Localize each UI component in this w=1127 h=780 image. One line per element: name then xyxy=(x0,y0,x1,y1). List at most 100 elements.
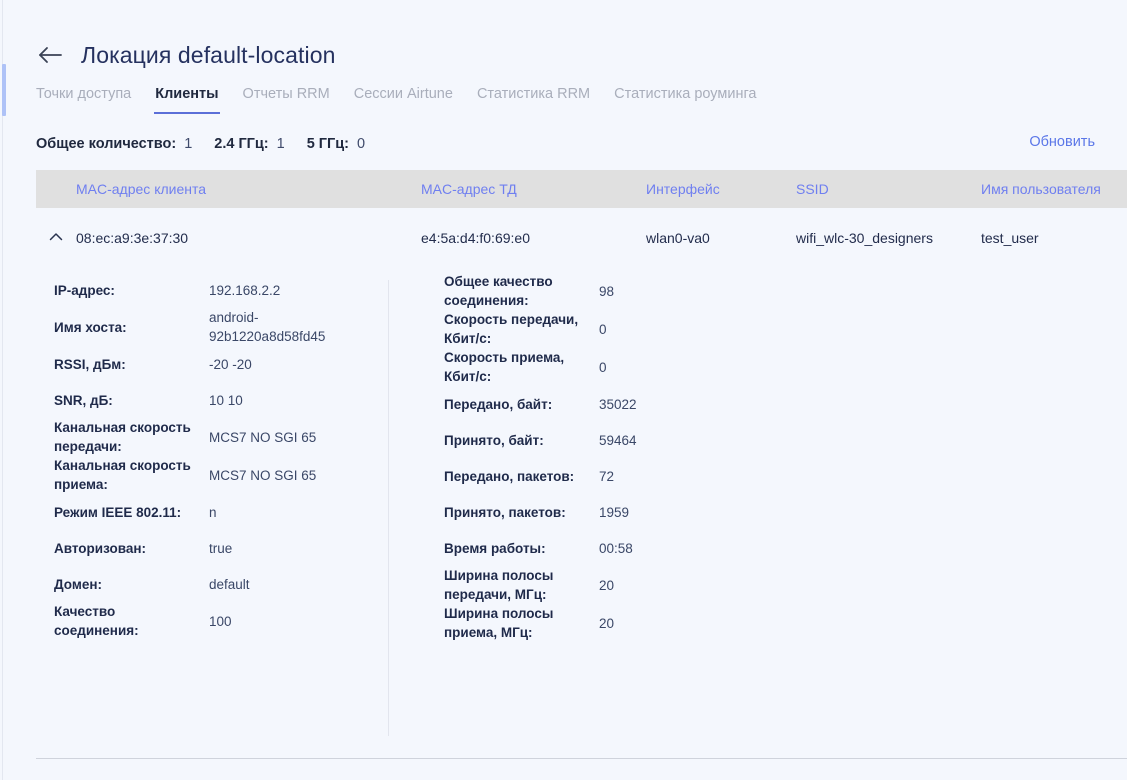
detail-value: n xyxy=(209,504,217,520)
detail-column-left: IP-адрес: 192.168.2.2 Имя хоста: android… xyxy=(54,272,384,640)
detail-row-authorized: Авторизован: true xyxy=(54,530,384,566)
detail-value: MCS7 NO SGI 65 xyxy=(209,467,317,483)
detail-value: MCS7 NO SGI 65 xyxy=(209,429,317,445)
cell-ap-mac: e4:5a:d4:f0:69:e0 xyxy=(421,230,530,246)
detail-value: 59464 xyxy=(599,432,637,448)
left-nav-accent-bar xyxy=(2,64,6,116)
table-row[interactable]: 08:ec:a9:3e:37:30 e4:5a:d4:f0:69:e0 wlan… xyxy=(36,208,1127,268)
detail-value: 0 xyxy=(599,359,607,375)
tab-airtune-sessions[interactable]: Сессии Airtune xyxy=(353,86,453,102)
detail-value: 192.168.2.2 xyxy=(209,282,281,298)
detail-label: Канальная скорость передачи: xyxy=(54,420,191,454)
cell-ssid: wifi_wlc-30_designers xyxy=(796,230,933,246)
detail-value: 98 xyxy=(599,283,615,299)
count-24ghz-label: 2.4 ГГц: xyxy=(214,136,269,152)
clients-table: MAC-адрес клиента MAC-адрес ТД Интерфейс… xyxy=(36,170,1127,268)
column-header-ssid[interactable]: SSID xyxy=(796,181,829,197)
detail-value: 10 10 xyxy=(209,392,243,408)
count-5ghz-value: 0 xyxy=(357,136,366,152)
detail-value: 1959 xyxy=(599,504,630,520)
detail-value: 0 xyxy=(599,321,607,337)
detail-row-connection-quality: Качество соединения: 100 xyxy=(54,602,384,640)
cell-interface: wlan0-va0 xyxy=(646,230,710,246)
cell-username: test_user xyxy=(981,230,1039,246)
detail-label: Авторизован: xyxy=(54,540,146,556)
detail-row-rssi: RSSI, дБм: -20 -20 xyxy=(54,346,384,382)
detail-value: 20 xyxy=(599,577,615,593)
back-button[interactable] xyxy=(30,35,70,75)
detail-label: SNR, дБ: xyxy=(54,392,113,408)
client-detail-panel: IP-адрес: 192.168.2.2 Имя хоста: android… xyxy=(36,272,1127,742)
detail-label: Имя хоста: xyxy=(54,319,127,335)
detail-column-divider xyxy=(388,280,389,736)
detail-label: Ширина полосы передачи, МГц: xyxy=(444,568,554,602)
detail-label: Передано, байт: xyxy=(444,396,553,412)
tab-rrm-reports[interactable]: Отчеты RRM xyxy=(242,86,330,102)
detail-label: IP-адрес: xyxy=(54,282,115,298)
detail-label: Режим IEEE 802.11: xyxy=(54,504,182,520)
refresh-button[interactable]: Обновить xyxy=(1029,134,1095,150)
detail-label: Общее качество соединения: xyxy=(444,274,553,308)
detail-value: 100 xyxy=(209,613,232,629)
column-header-username[interactable]: Имя пользователя xyxy=(981,181,1101,197)
cell-client-mac: 08:ec:a9:3e:37:30 xyxy=(76,230,189,246)
detail-value: true xyxy=(209,540,233,556)
expand-row-toggle[interactable] xyxy=(36,229,76,247)
column-header-client-mac[interactable]: MAC-адрес клиента xyxy=(76,181,207,197)
detail-label: RSSI, дБм: xyxy=(54,356,126,372)
detail-row-tx-speed: Скорость передачи, Кбит/с: 0 xyxy=(444,310,774,348)
detail-label: Канальная скорость приема: xyxy=(54,458,191,492)
detail-row-overall-quality: Общее качество соединения: 98 xyxy=(444,272,774,310)
count-5ghz-label: 5 ГГц: xyxy=(306,136,349,152)
detail-row-tx-bytes: Передано, байт: 35022 xyxy=(444,386,774,422)
detail-value: default xyxy=(209,576,250,592)
detail-value: 35022 xyxy=(599,396,637,412)
detail-value: 20 xyxy=(599,615,615,631)
client-counts: Общее количество: 1 2.4 ГГц: 1 5 ГГц: 0 xyxy=(36,136,365,152)
tab-rrm-statistics[interactable]: Статистика RRM xyxy=(476,86,591,102)
page-header: Локация default-location xyxy=(0,30,1127,80)
detail-row-snr: SNR, дБ: 10 10 xyxy=(54,382,384,418)
detail-label: Ширина полосы приема, МГц: xyxy=(444,606,554,640)
detail-label: Время работы: xyxy=(444,540,546,556)
tab-clients[interactable]: Клиенты xyxy=(143,84,230,114)
detail-value: -20 -20 xyxy=(209,356,252,372)
detail-row-uptime: Время работы: 00:58 xyxy=(444,530,774,566)
detail-row-rx-packets: Принято, пакетов: 1959 xyxy=(444,494,774,530)
tab-bar: Точки доступа Клиенты Отчеты RRM Сессии … xyxy=(36,84,769,114)
count-total-value: 1 xyxy=(184,136,193,152)
detail-value: 00:58 xyxy=(599,540,633,556)
detail-row-domain: Домен: default xyxy=(54,566,384,602)
page-title: Локация default-location xyxy=(81,41,336,68)
arrow-left-icon xyxy=(37,45,63,65)
detail-row-tx-channel-rate: Канальная скорость передачи: MCS7 NO SGI… xyxy=(54,418,384,456)
detail-label: Скорость приема, Кбит/с: xyxy=(444,350,565,384)
detail-row-rx-channel-rate: Канальная скорость приема: MCS7 NO SGI 6… xyxy=(54,456,384,494)
detail-label: Качество соединения: xyxy=(54,604,139,638)
chevron-up-icon xyxy=(49,229,63,247)
column-header-interface[interactable]: Интерфейс xyxy=(646,181,720,197)
detail-label: Домен: xyxy=(54,576,102,592)
detail-row-rx-speed: Скорость приема, Кбит/с: 0 xyxy=(444,348,774,386)
tab-roaming-statistics[interactable]: Статистика роуминга xyxy=(614,86,757,102)
count-24ghz-value: 1 xyxy=(276,136,285,152)
detail-label: Скорость передачи, Кбит/с: xyxy=(444,312,579,346)
tab-access-points[interactable]: Точки доступа xyxy=(36,86,132,102)
column-header-ap-mac[interactable]: MAC-адрес ТД xyxy=(421,181,517,197)
detail-value: android- 92b1220a8d58fd45 xyxy=(209,310,326,344)
detail-row-hostname: Имя хоста: android- 92b1220a8d58fd45 xyxy=(54,308,384,346)
panel-bottom-divider xyxy=(36,758,1127,759)
detail-label: Принято, байт: xyxy=(444,432,544,448)
detail-row-ieee-mode: Режим IEEE 802.11: n xyxy=(54,494,384,530)
detail-row-rx-bytes: Принято, байт: 59464 xyxy=(444,422,774,458)
detail-label: Передано, пакетов: xyxy=(444,468,575,484)
detail-label: Принято, пакетов: xyxy=(444,504,566,520)
detail-row-tx-bandwidth: Ширина полосы передачи, МГц: 20 xyxy=(444,566,774,604)
detail-row-tx-packets: Передано, пакетов: 72 xyxy=(444,458,774,494)
table-header-row: MAC-адрес клиента MAC-адрес ТД Интерфейс… xyxy=(36,170,1127,208)
page-left-rule xyxy=(2,0,3,780)
detail-value: 72 xyxy=(599,468,615,484)
detail-row-rx-bandwidth: Ширина полосы приема, МГц: 20 xyxy=(444,604,774,642)
detail-row-ip-address: IP-адрес: 192.168.2.2 xyxy=(54,272,384,308)
count-total-label: Общее количество: xyxy=(36,136,177,152)
